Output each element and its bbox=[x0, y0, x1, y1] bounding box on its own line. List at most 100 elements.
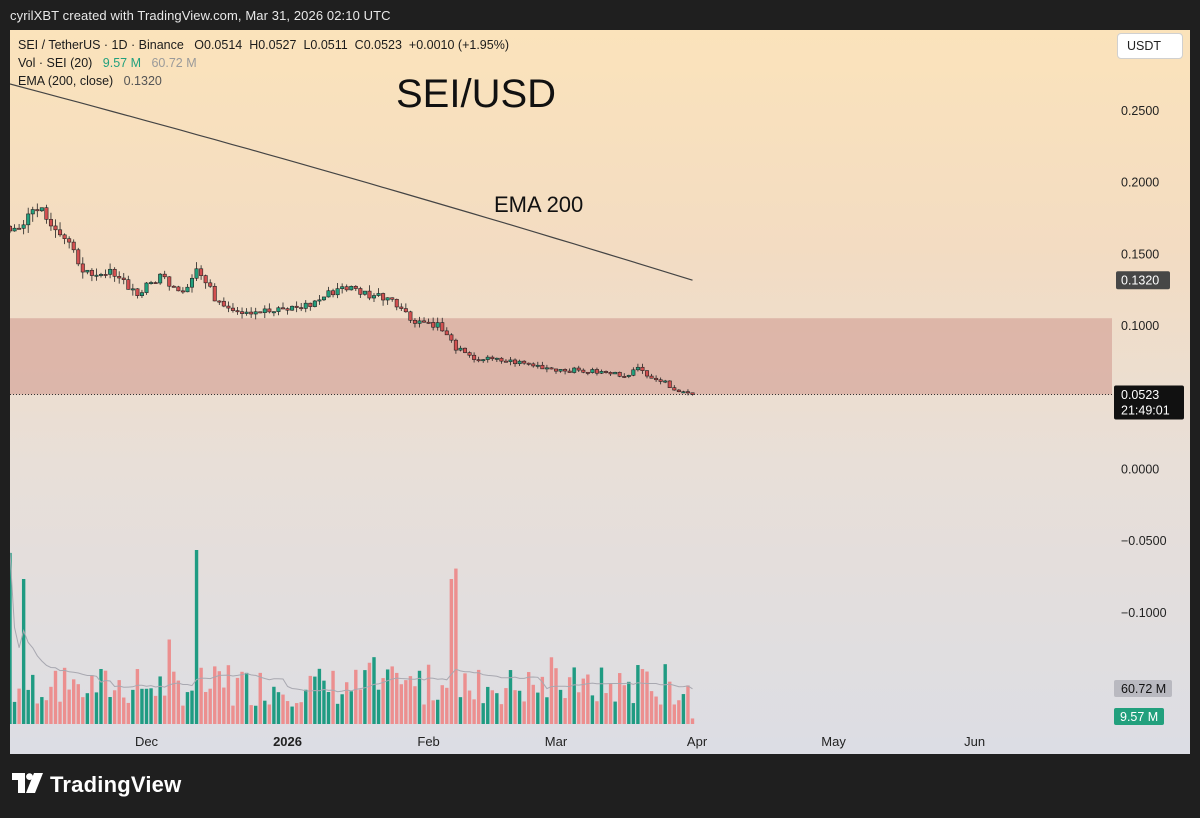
volume-bar bbox=[549, 657, 554, 724]
volume-bar bbox=[495, 693, 499, 724]
candle-body bbox=[244, 311, 249, 314]
candle-body bbox=[271, 311, 276, 314]
candle-body bbox=[258, 311, 263, 314]
legend-ema-row[interactable]: EMA (200, close) 0.1320 bbox=[18, 72, 509, 90]
candle-body bbox=[280, 307, 285, 310]
volume-bar bbox=[690, 718, 695, 724]
volume-bar bbox=[658, 704, 663, 724]
volume-bar bbox=[454, 568, 458, 724]
volume-bar bbox=[672, 704, 676, 724]
candle-body bbox=[180, 290, 185, 293]
volume-bar bbox=[267, 704, 272, 724]
volume-bar bbox=[285, 701, 290, 724]
chart-frame[interactable]: 0.2500 0.2000 0.1500 0.1000 0.0000 −0.0500 −0.… bbox=[10, 30, 1190, 754]
candle-body bbox=[80, 263, 85, 273]
legend-volume-ma: 60.72 M bbox=[151, 56, 197, 70]
candle-body bbox=[203, 275, 208, 284]
volume-bar bbox=[112, 690, 117, 724]
candle-body bbox=[249, 311, 254, 315]
volume-bar bbox=[231, 705, 235, 724]
candle-body bbox=[403, 308, 408, 313]
support-zone bbox=[10, 318, 1112, 395]
candle-body bbox=[308, 302, 313, 307]
candle-body bbox=[417, 320, 422, 324]
x-tick-label: Mar bbox=[545, 734, 568, 749]
currency-button[interactable]: USDT bbox=[1117, 33, 1183, 59]
countdown-label: 21:49:01 bbox=[1121, 404, 1170, 418]
y-tick-label: −0.0500 bbox=[1121, 534, 1167, 548]
volume-bar bbox=[153, 695, 158, 724]
candle-body bbox=[190, 277, 195, 288]
candle-body bbox=[517, 360, 522, 365]
volume-bar bbox=[31, 674, 35, 724]
candle-body bbox=[285, 308, 290, 311]
volume-bar bbox=[222, 687, 226, 724]
candle-body bbox=[12, 227, 17, 232]
brand-name: TradingView bbox=[50, 772, 182, 797]
candle-body bbox=[399, 306, 404, 309]
volume-bar bbox=[254, 705, 258, 724]
candle-body bbox=[585, 371, 590, 374]
candle-body bbox=[640, 366, 645, 371]
legend-low: L0.0511 bbox=[303, 38, 348, 52]
candle-body bbox=[362, 290, 367, 295]
volume-bar bbox=[213, 666, 217, 724]
candle-body bbox=[685, 391, 690, 394]
last-price-label: 0.0523 bbox=[1121, 388, 1159, 402]
volume-bar bbox=[35, 703, 39, 724]
candle-body bbox=[385, 297, 390, 301]
candle-body bbox=[617, 371, 622, 377]
candle-body bbox=[676, 389, 681, 393]
chart-legend: SEI / TetherUS · 1D · Binance O0.0514 H0… bbox=[18, 36, 509, 90]
candle-body bbox=[658, 379, 663, 382]
volume-bar bbox=[618, 673, 622, 724]
volume-bar bbox=[217, 671, 221, 724]
volume-bar bbox=[467, 690, 472, 724]
legend-volume-label: Vol · SEI (20) bbox=[18, 56, 93, 70]
x-tick-label: Jun bbox=[964, 734, 985, 749]
x-tick-label: Feb bbox=[417, 734, 439, 749]
candle-body bbox=[494, 357, 499, 360]
candle-body bbox=[303, 302, 308, 309]
candle-body bbox=[390, 297, 395, 300]
candle-body bbox=[344, 286, 349, 291]
candle-body bbox=[340, 286, 345, 289]
volume-bar bbox=[390, 666, 394, 724]
volume-bar bbox=[395, 672, 399, 724]
volume-bar bbox=[158, 676, 162, 724]
candle-body bbox=[358, 288, 363, 295]
candle-body bbox=[62, 234, 67, 239]
volume-bar bbox=[413, 686, 417, 724]
candle-body bbox=[212, 285, 217, 302]
candle-body bbox=[48, 219, 53, 227]
legend-volume-row[interactable]: Vol · SEI (20) 9.57 M 60.72 M bbox=[18, 54, 509, 72]
candle-body bbox=[158, 273, 163, 284]
volume-bar bbox=[10, 552, 12, 724]
candle-body bbox=[76, 249, 81, 265]
x-tick-label: Dec bbox=[135, 734, 159, 749]
volume-bar bbox=[203, 691, 208, 724]
volume-bar bbox=[26, 689, 30, 724]
candle-body bbox=[462, 347, 467, 353]
price-chart[interactable]: 0.2500 0.2000 0.1500 0.1000 0.0000 −0.0500 −0.… bbox=[10, 30, 1190, 754]
legend-symbol: SEI / TetherUS · 1D · Binance bbox=[18, 38, 184, 52]
candle-body bbox=[67, 238, 72, 243]
volume-bar bbox=[486, 686, 490, 724]
candle-body bbox=[44, 207, 49, 220]
candle-body bbox=[276, 307, 281, 312]
volume-bar bbox=[44, 700, 49, 724]
legend-symbol-row[interactable]: SEI / TetherUS · 1D · Binance O0.0514 H0… bbox=[18, 36, 509, 54]
volume-bar bbox=[358, 689, 363, 724]
candle-body bbox=[408, 311, 413, 321]
volume-bar bbox=[590, 695, 595, 724]
volume-bar bbox=[185, 692, 190, 724]
candle-body bbox=[681, 391, 686, 394]
candle-body bbox=[549, 367, 554, 370]
candle-body bbox=[326, 290, 331, 298]
candle-body bbox=[290, 305, 295, 311]
volume-bar bbox=[545, 697, 549, 724]
volume-bar bbox=[304, 689, 308, 724]
volume-bar bbox=[249, 705, 253, 724]
volume-current-label: 9.57 M bbox=[1120, 710, 1158, 724]
volume-bar bbox=[663, 664, 667, 724]
